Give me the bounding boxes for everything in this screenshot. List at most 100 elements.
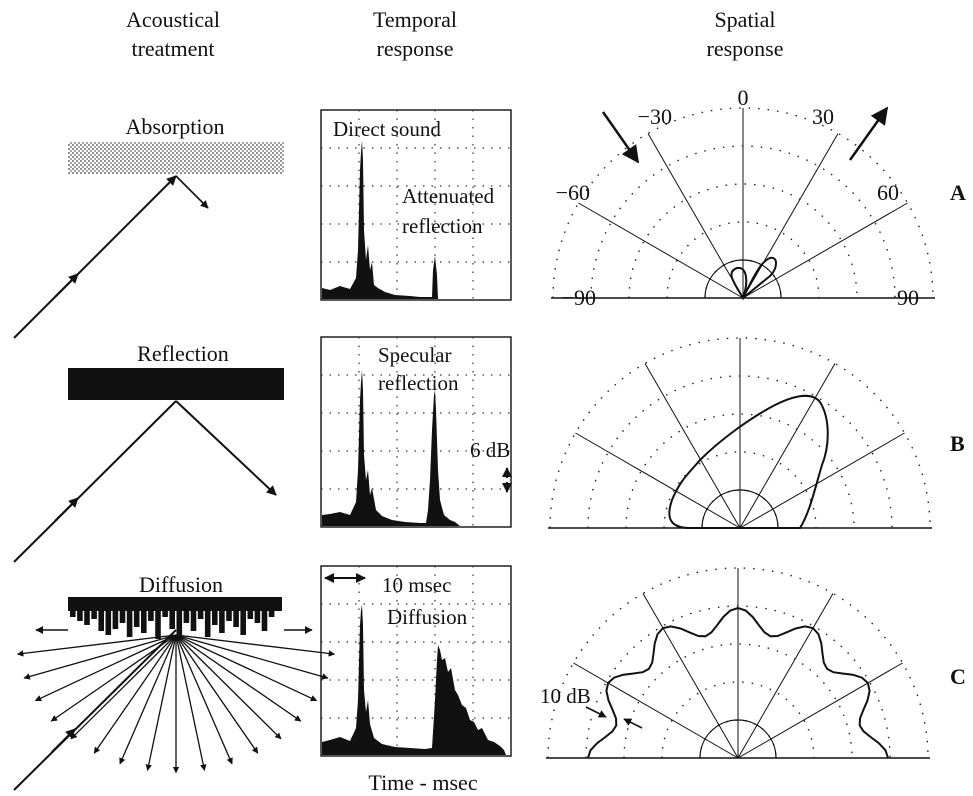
polar-grid [548,337,932,529]
label-10msec: 10 msec [382,573,451,597]
temporal-plot-reflection: Specular reflection 6 dB [320,336,512,528]
polar-ring [552,107,934,299]
header-col1-line1: Acoustical [126,7,220,32]
polar-spoke [578,202,744,299]
polar-spoke [739,432,905,529]
diffuse-ray [175,634,207,772]
label-diffusion: Diffusion [387,605,468,629]
row-diffusion: Diffusion 10 msec Diffusion 10 dB C [13,565,966,791]
angle-label-60: 60 [877,180,899,205]
diffuser-panel [35,597,313,639]
diffusion-response [322,605,506,755]
diffuser-well [105,611,112,635]
diffuse-ray [23,634,177,680]
diffuser-well [119,611,126,623]
diffuser-well [268,611,275,617]
treatment-reflection-label: Reflection [137,341,229,366]
diffuser-well [98,611,104,631]
diffuse-ray [119,634,177,765]
angle-label-neg30: −30 [638,104,672,129]
polar-spoke [742,202,908,299]
diffuser-well [91,611,97,619]
diffuse-ray [175,634,318,702]
angle-label-neg60: −60 [556,180,590,205]
row-label-B: B [950,431,965,456]
polar-ring [547,567,929,759]
header-col1-line2: treatment [131,36,214,61]
diffuse-ray [145,634,177,772]
diffuser-well [204,611,211,637]
incident-ray-mid-arrow [54,497,79,522]
incident-ray [13,175,177,339]
incident-ray [13,400,177,563]
diffuser-well [148,611,154,621]
diffuser-well [126,611,133,637]
diffuse-ray [93,634,177,754]
diffuser-well [70,611,76,617]
diffuse-ray [175,634,336,657]
label-attenuated: Attenuated [402,184,495,208]
polar-spoke [575,432,741,529]
diffuser-well [133,611,140,627]
diffuser-well [190,611,197,631]
polar-spoke [737,593,834,759]
diffuse-ray [175,634,282,740]
polar-spoke [647,133,744,299]
incident-ray [13,629,177,791]
column-headers: Acoustical treatment Temporal response S… [126,7,784,61]
diffuser-well [141,611,147,633]
diffuser-well [183,611,190,623]
spatial-plot-diffusion: 10 dB [540,567,930,759]
label-specular: Specular [378,343,451,367]
diffuser-well [155,611,161,639]
diffuser-well [212,611,218,625]
polar-ring [585,605,891,759]
polar-grid [546,567,930,759]
polar-spoke [737,662,903,759]
treatment-diffusion-label: Diffusion [139,572,223,597]
diffuser-well [84,611,90,625]
diffuse-ray [16,634,177,657]
polar-spoke [644,363,741,529]
treatment-absorption-label: Absorption [126,114,225,139]
header-col2-line2: response [377,36,454,61]
polar-spoke [739,363,836,529]
scale-10db-arrow [585,706,607,718]
polar-ring [587,375,893,529]
temporal-grid [321,566,511,756]
diffuser-well [162,611,168,617]
angle-label-0: 0 [738,85,749,110]
diffuse-rays [16,634,336,774]
diffuser-well [169,611,175,629]
header-col2-line1: Temporal [373,7,457,32]
diffuser-well [247,611,254,619]
diffuse-ray [175,634,259,754]
diffuser-well [254,611,261,623]
diffuse-ray [34,634,177,702]
polar-inner-ring [699,719,777,759]
diffuse-ray [175,634,233,765]
reflection-panel [68,368,284,400]
header-col3-line1: Spatial [714,7,775,32]
attenuated-ray [175,175,209,209]
row-label-A: A [950,180,966,205]
temporal-plot-absorption: Direct sound Attenuated reflection [320,109,512,301]
diffuser-well [233,611,239,627]
absorption-panel [68,142,284,174]
row-reflection: Reflection Specular reflection 6 dB B [13,336,965,563]
row-absorption: Absorption Direct sound Attenuated refle… [13,85,966,339]
angle-label-neg90: −90 [562,285,596,310]
specular-lobe [668,394,829,529]
polar-spoke [642,593,739,759]
temporal-grid [321,110,511,300]
incident-arrow-icon [601,111,640,164]
temporal-plot-diffusion: 10 msec Diffusion [320,565,512,757]
spatial-plot-reflection [548,337,932,529]
polar-spoke [573,662,739,759]
specular-ray [175,400,277,496]
diffuser-well [176,611,183,635]
diffuser-well [226,611,232,621]
direct-sound-peak [322,370,460,526]
label-reflection: reflection [378,371,459,395]
